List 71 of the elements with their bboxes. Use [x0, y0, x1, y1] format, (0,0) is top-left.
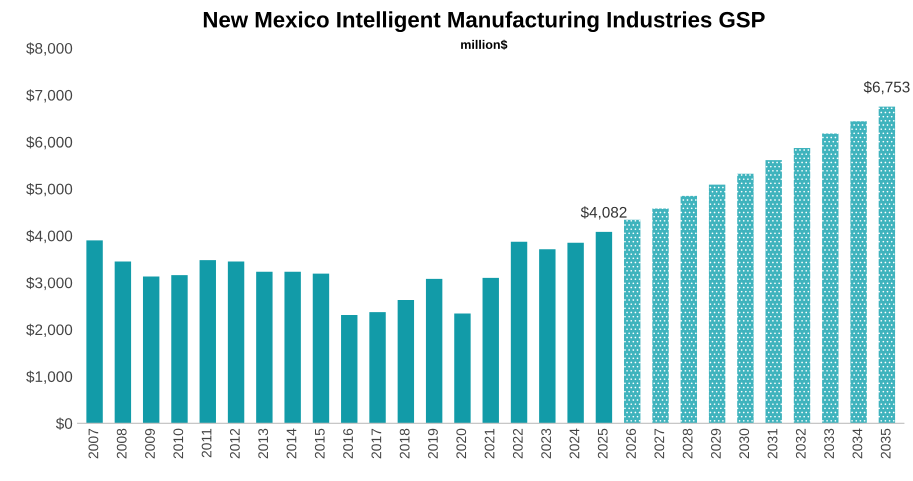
data-label: $4,082 — [580, 206, 627, 220]
bar — [454, 314, 471, 424]
bar — [369, 312, 386, 424]
bar — [228, 261, 244, 424]
bar — [482, 278, 499, 424]
x-tick-label: 2025 — [598, 428, 608, 458]
x-tick-label: 2021 — [484, 428, 494, 458]
x-tick-label: 2013 — [258, 428, 268, 458]
x-tick-label: 2029 — [711, 428, 721, 458]
bar — [142, 276, 160, 424]
bar — [114, 261, 132, 424]
bar — [284, 272, 301, 424]
x-tick-label: 2023 — [541, 428, 552, 458]
x-tick-label: 2011 — [202, 428, 212, 458]
bar — [737, 174, 754, 424]
x-tick-label: 2017 — [371, 428, 382, 458]
x-tick-label: 2022 — [512, 428, 523, 458]
x-tick-label: 2024 — [570, 428, 580, 458]
x-tick-label: 2035 — [880, 428, 891, 458]
y-tick-label: $5,000 — [26, 183, 72, 196]
data-label: $6,753 — [864, 80, 910, 94]
y-tick-label: $8,000 — [26, 42, 72, 56]
x-tick-label: 2019 — [428, 428, 438, 458]
y-tick-label: $4,000 — [26, 230, 72, 244]
x-tick-label: 2028 — [682, 428, 693, 458]
bar — [850, 121, 867, 424]
bar — [539, 249, 556, 424]
bar — [708, 184, 726, 424]
bar — [426, 278, 442, 424]
chart-subtitle: million$ — [461, 40, 508, 50]
bar — [766, 160, 782, 424]
y-tick-label: $2,000 — [26, 324, 72, 337]
x-tick-label: 2030 — [739, 428, 750, 458]
x-tick-label: 2016 — [343, 428, 353, 458]
y-tick-label: $0 — [56, 418, 72, 430]
x-tick-label: 2010 — [173, 428, 184, 458]
bar — [256, 272, 273, 424]
bar — [398, 300, 414, 424]
x-tick-label: 2027 — [654, 428, 664, 458]
bar — [680, 196, 698, 424]
x-tick-label: 2031 — [768, 428, 778, 458]
bar — [878, 106, 896, 424]
x-tick-label: 2012 — [230, 428, 240, 458]
x-tick-label: 2009 — [145, 428, 155, 458]
bar — [341, 314, 358, 424]
x-tick-label: 2020 — [456, 428, 466, 458]
x-tick-label: 2008 — [116, 428, 127, 458]
bar — [822, 133, 839, 424]
bar — [624, 220, 640, 424]
bar — [171, 275, 188, 424]
bar — [567, 242, 584, 424]
x-tick-label: 2034 — [852, 428, 862, 458]
bar — [510, 242, 528, 424]
x-tick-label: 2026 — [626, 428, 636, 458]
bar — [200, 260, 216, 424]
x-tick-label: 2032 — [796, 428, 806, 458]
x-tick-label: 2015 — [314, 428, 325, 458]
x-tick-label: 2007 — [88, 428, 98, 458]
chart-title: New Mexico Intelligent Manufacturing Industries GSP — [204, 11, 765, 32]
y-tick-label: $7,000 — [26, 89, 72, 102]
y-tick-label: $3,000 — [26, 276, 72, 290]
x-tick-label: 2033 — [824, 428, 834, 458]
y-tick-label: $6,000 — [26, 136, 72, 150]
x-tick-label: 2014 — [286, 428, 296, 458]
bar — [596, 232, 612, 424]
y-tick-label: $1,000 — [26, 370, 72, 384]
bar — [794, 148, 810, 424]
bar — [86, 240, 103, 424]
bar — [312, 274, 330, 424]
x-tick-label: 2018 — [400, 428, 410, 458]
bar — [652, 208, 669, 424]
